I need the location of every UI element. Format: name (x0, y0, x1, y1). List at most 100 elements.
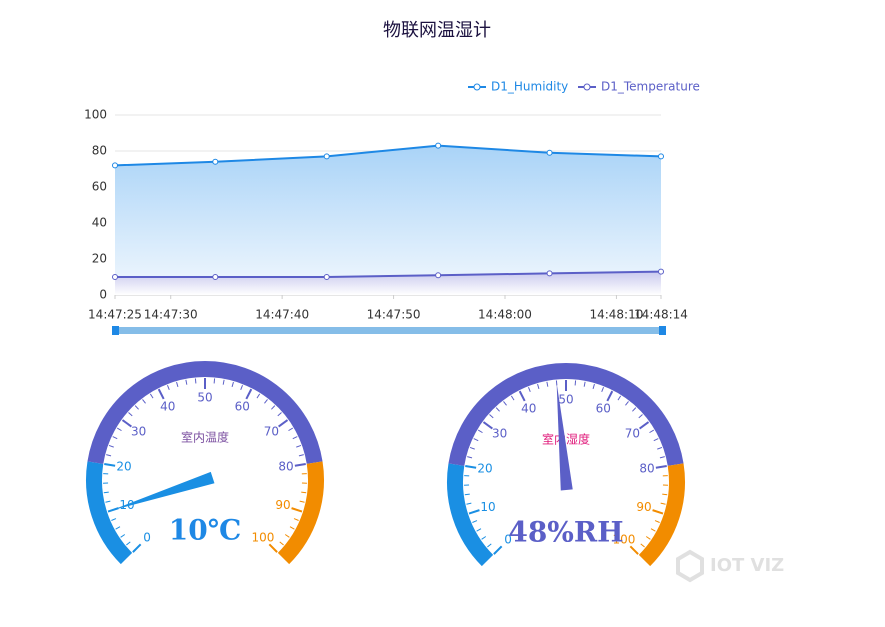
minor-tick (105, 500, 111, 503)
minor-tick (495, 407, 500, 412)
y-tick-label: 80 (92, 144, 107, 158)
minor-tick (296, 444, 302, 448)
point (658, 268, 664, 275)
minor-tick (527, 386, 531, 392)
minor-tick (289, 526, 295, 530)
minor-tick (185, 379, 188, 385)
gauge-tick-label: 0 (504, 532, 512, 546)
major-tick (606, 390, 614, 402)
y-tick-label: 20 (92, 252, 107, 266)
major-tick (518, 390, 526, 402)
major-tick (121, 419, 132, 428)
point (323, 274, 330, 280)
minor-tick (662, 493, 668, 496)
major-tick (245, 388, 253, 400)
minor-tick (632, 407, 637, 412)
gauge-tick-label: 80 (639, 462, 654, 476)
gauge-band (638, 463, 685, 567)
minor-tick (231, 381, 234, 387)
gauge-tick-label: 100 (613, 532, 636, 546)
x-tick-label: 14:47:50 (367, 308, 421, 322)
major-tick (291, 507, 303, 513)
gauge-tick-label: 100 (252, 530, 275, 544)
major-tick (493, 545, 503, 555)
minor-tick (653, 438, 659, 442)
point (435, 142, 442, 149)
major-tick (465, 465, 477, 469)
gauge-needle (556, 382, 573, 491)
minor-tick (487, 543, 492, 548)
gauge-needle (109, 471, 215, 511)
x-tick-label: 14:47:30 (144, 308, 198, 322)
gauge-tick-label: 50 (558, 393, 573, 407)
minor-tick (115, 526, 121, 530)
gauge-tick-label: 90 (636, 500, 651, 514)
gauge-tick-label: 30 (131, 424, 146, 438)
major-tick (468, 509, 480, 515)
watermark: IOT VIZ (710, 555, 784, 576)
gauge-tick-label: 0 (143, 530, 151, 544)
minor-tick (256, 393, 261, 399)
logo: IOT VIZ (676, 549, 784, 583)
zoom-handle[interactable] (659, 326, 666, 335)
minor-tick (657, 446, 663, 450)
gauge-band (448, 363, 684, 466)
minor-tick (176, 381, 179, 387)
minor-tick (279, 541, 284, 546)
minor-tick (473, 438, 479, 442)
legend-label: D1_Temperature (601, 80, 700, 94)
gauge-tick-label: 40 (160, 399, 175, 413)
zoom-bar[interactable] (112, 327, 666, 334)
minor-tick (467, 456, 473, 459)
minor-tick (476, 528, 482, 532)
minor-tick (654, 520, 660, 523)
gauge-tick-label: 10 (480, 500, 495, 514)
line (115, 270, 662, 278)
x-tick-label: 14:48:00 (478, 308, 532, 322)
minor-tick (469, 446, 475, 450)
gauge-band (447, 463, 494, 567)
gauge-tick-label: 30 (492, 426, 507, 440)
legend-label: D1_Humidity (491, 80, 568, 94)
gauge-band (87, 361, 323, 464)
minor-tick (489, 414, 494, 419)
minor-tick (649, 429, 655, 434)
point (658, 153, 664, 160)
minor-tick (142, 399, 146, 404)
major-tick (157, 388, 165, 400)
point (112, 274, 118, 280)
major-tick (104, 463, 116, 467)
minor-tick (103, 491, 109, 494)
major-tick (268, 543, 278, 553)
minor-tick (126, 541, 131, 546)
x-tick-label: 14:47:40 (255, 308, 309, 322)
zoom-handle[interactable] (112, 326, 119, 335)
minor-tick (481, 536, 487, 540)
legend-symbol (583, 83, 591, 91)
major-tick (652, 509, 664, 515)
minor-tick (650, 528, 656, 532)
data-zoom[interactable] (112, 326, 666, 335)
major-tick (482, 421, 493, 430)
point (323, 153, 330, 160)
y-tick-label: 0 (99, 288, 107, 302)
minor-tick (299, 500, 305, 503)
minor-tick (638, 414, 643, 419)
minor-tick (546, 381, 549, 387)
minor-tick (284, 534, 290, 538)
gauge-tick-label: 50 (197, 391, 212, 405)
legend-symbol (473, 83, 481, 91)
minor-tick (293, 518, 299, 521)
gauge-band (277, 461, 324, 565)
x-tick-label: 14:48:14 (634, 308, 688, 322)
minor-tick (108, 444, 114, 448)
minor-tick (271, 405, 276, 410)
minor-tick (116, 427, 122, 432)
minor-tick (645, 536, 651, 540)
gauge-tick-label: 80 (278, 460, 293, 474)
minor-tick (112, 436, 118, 440)
major-tick (639, 421, 650, 430)
minor-tick (625, 401, 629, 406)
line (114, 144, 662, 167)
